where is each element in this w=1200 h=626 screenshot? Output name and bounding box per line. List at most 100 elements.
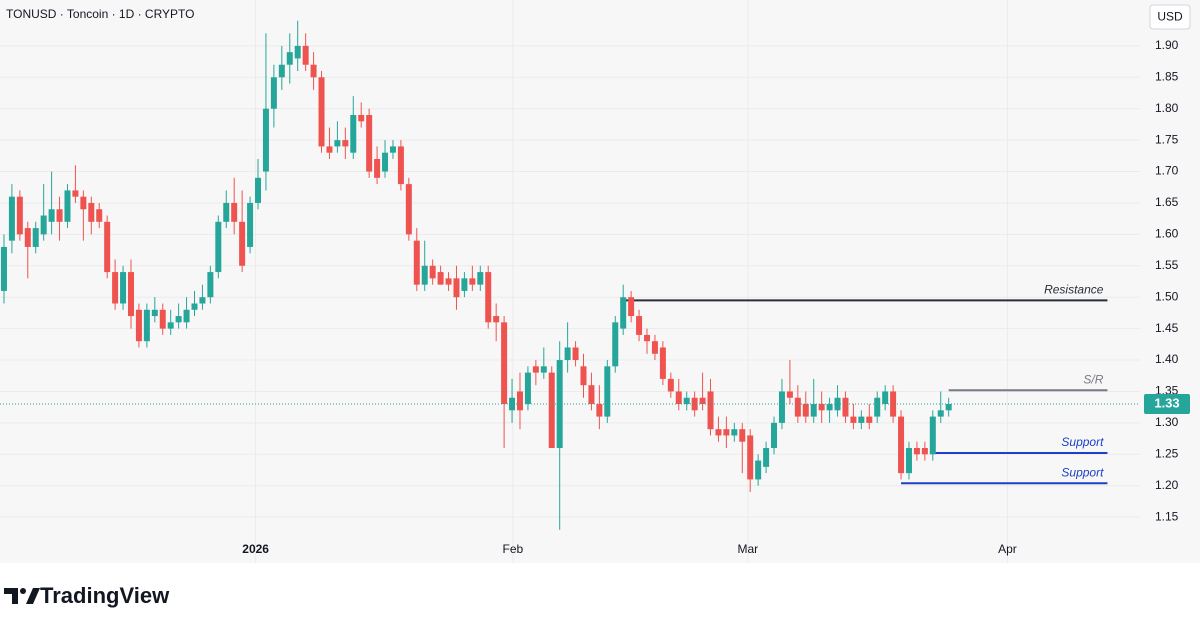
candle-body [667,378,674,392]
candle-body [413,240,420,285]
logo: TradingView [4,583,170,608]
candle-body [548,372,555,449]
candle-body [334,140,341,147]
candle-body [612,322,619,367]
candle-body [540,366,547,373]
candle-body [929,416,936,455]
brand: TradingView [40,583,170,608]
candle-body [80,196,87,210]
candle-body [858,416,865,423]
candle-body [469,278,476,285]
candle-body [96,209,103,222]
candle-body [898,416,905,474]
candle-body [715,429,722,436]
candle-body [699,397,706,405]
candle-body [326,146,333,153]
candle-body [786,391,793,398]
price-label: 1.33 [1154,395,1179,410]
level-label: S/R [1083,372,1103,386]
candle-body [231,202,238,222]
candle-body [572,347,579,361]
price-label-box [1144,394,1190,415]
chart-title: TONUSD · Toncoin · 1D · CRYPTO [6,7,195,21]
axes: 1.151.201.251.301.351.401.451.501.551.60… [242,38,1190,556]
candle-body [516,391,523,411]
candle-body [445,278,452,285]
y-tick-label: 1.70 [1155,164,1179,178]
x-tick-label: 2026 [242,542,269,556]
candle-body [374,158,381,178]
candle-body [294,45,301,59]
level-label: Support [1061,465,1104,479]
candle-body [771,422,778,449]
candle-body [755,460,762,480]
candle-body [358,114,365,122]
levels: Resistance S/R Support Support [623,283,1108,485]
candle-body [8,196,15,241]
candle-body [0,246,7,291]
candle-body [564,347,571,361]
candle-body [135,309,142,342]
candle-body [731,429,738,436]
candle-body [524,372,531,405]
y-tick-label: 1.80 [1155,101,1179,115]
candle-body [223,202,230,222]
candle-body [501,322,508,405]
x-tick-label: Apr [998,542,1017,556]
candle-body [818,404,825,411]
y-tick-label: 1.85 [1155,69,1179,83]
y-tick-label: 1.65 [1155,195,1179,209]
candle-body [866,416,873,423]
candle-body [778,391,785,423]
candle-body [937,410,944,417]
x-tick-label: Mar [737,542,758,556]
candle-body [802,404,809,417]
candle-body [112,272,119,304]
candle-body [405,184,412,235]
candle-body [905,448,912,474]
candle-body [64,190,71,222]
y-tick-label: 1.15 [1155,509,1179,523]
candle-body [302,45,309,65]
logo-mark [4,588,18,604]
candle-body [794,397,801,417]
logo-dot [20,588,26,594]
y-tick-label: 1.20 [1155,478,1179,492]
candle-body [127,272,134,317]
candle-body [318,77,325,147]
candle-body [72,190,79,197]
currency-box [1149,4,1191,30]
candle-body [159,309,166,329]
currency: USD [1157,10,1183,24]
plot-area [0,0,1140,563]
logo-mark [26,588,40,604]
x-tick-label: Feb [502,542,523,556]
candle-body [437,272,444,285]
candle-body [882,391,889,405]
y-tick-label: 1.25 [1155,446,1179,460]
candle-body [199,297,206,304]
candle-body [255,177,262,203]
price-axis [1140,0,1200,563]
candle-body [191,303,198,310]
candle-body [183,309,190,323]
candle-body [747,435,754,480]
candle-body [588,385,595,405]
y-tick-label: 1.50 [1155,289,1179,303]
y-tick-label: 1.90 [1155,38,1179,52]
candle-body [104,221,111,273]
candle-body [604,366,611,417]
candle-body [763,448,770,467]
candle-body [651,341,658,354]
candle-body [707,391,714,430]
candle-body [175,316,182,323]
candle-body [389,146,396,153]
candle-body [247,202,254,247]
candle-body [262,108,269,172]
candle-body [580,366,587,386]
candle-body [397,146,404,185]
grid [0,0,1140,563]
candle-body [215,221,222,273]
level-label: Support [1061,435,1104,449]
